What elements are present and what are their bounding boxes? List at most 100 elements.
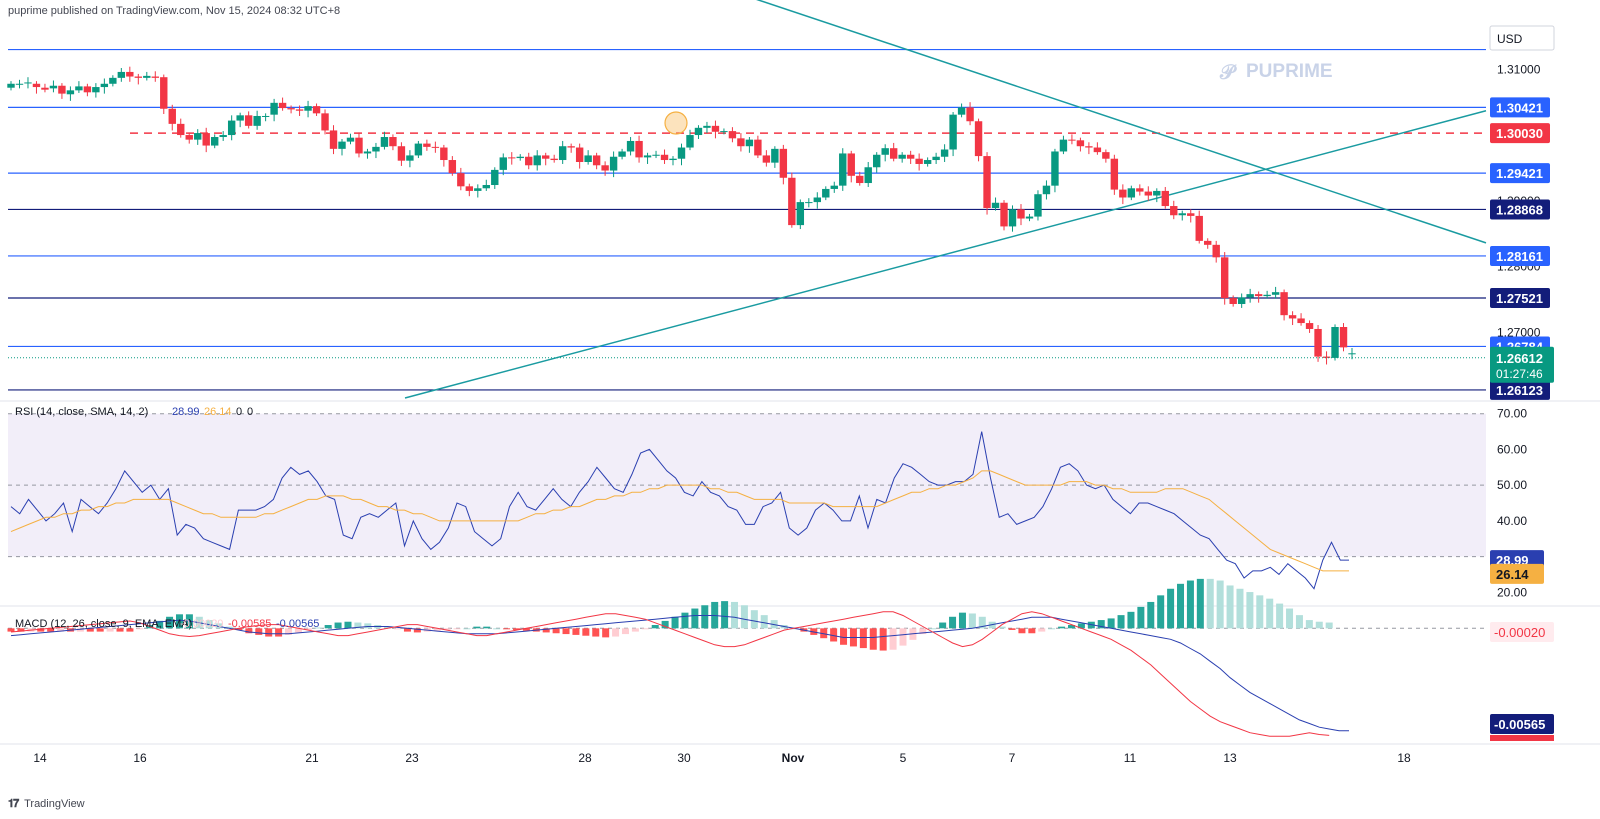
candle-body — [219, 135, 227, 138]
macd-histogram-bar — [86, 628, 94, 632]
footer-brand: TradingView — [24, 798, 85, 810]
rsi-ma-line — [10, 470, 1349, 572]
candle-body — [660, 154, 669, 161]
candle-body — [652, 154, 660, 156]
candle-body — [677, 147, 686, 159]
candle-body — [100, 83, 109, 88]
macd-histogram-bar — [37, 628, 45, 632]
candle-body — [737, 138, 745, 147]
candle-body — [117, 71, 126, 78]
candle-body — [508, 157, 516, 159]
watermark-text: PUPRIME — [1246, 61, 1333, 82]
candle-body — [92, 87, 100, 93]
macd-legend-value: -0.00020 — [180, 618, 223, 630]
macd-histogram-bar — [949, 616, 957, 629]
candle-body — [177, 123, 185, 136]
candle-body — [1187, 213, 1195, 216]
candle-body — [1170, 206, 1178, 216]
macd-signal-tag — [1490, 735, 1554, 741]
candle-body — [1161, 190, 1169, 207]
macd-histogram-bar — [57, 628, 65, 632]
candle-body — [932, 156, 940, 161]
candle-body — [1339, 327, 1348, 348]
candle-body — [1144, 191, 1153, 196]
macd-histogram-bar — [978, 616, 986, 629]
candle-body — [728, 131, 737, 139]
candle-body — [75, 86, 83, 91]
candle-body — [1212, 244, 1220, 258]
candle-body — [745, 139, 754, 147]
macd-histogram-bar — [384, 626, 392, 629]
candle-body — [822, 188, 830, 198]
macd-histogram-bar — [721, 601, 729, 629]
candle-body — [1178, 213, 1186, 216]
macd-histogram-bar — [463, 628, 471, 630]
level-price-label: 1.28868 — [1496, 202, 1543, 217]
candle-body — [1034, 194, 1042, 217]
macd-histogram-bar — [1276, 603, 1284, 629]
macd-histogram-bar — [324, 625, 332, 629]
macd-histogram-bar — [443, 628, 451, 630]
candle-body — [406, 155, 414, 161]
candle-body — [346, 137, 355, 142]
candle-body — [1059, 139, 1068, 152]
candle-body — [609, 156, 618, 171]
macd-histogram-bar — [592, 628, 600, 637]
candle-body — [423, 143, 431, 147]
macd-histogram-bar — [126, 628, 134, 632]
candle-body — [983, 156, 991, 209]
macd-histogram-bar — [1028, 628, 1036, 634]
macd-histogram-bar — [641, 628, 649, 630]
macd-histogram-bar — [621, 628, 629, 635]
candle-body — [321, 113, 329, 131]
macd-histogram-bar — [968, 613, 976, 629]
macd-histogram-bar — [285, 628, 293, 635]
time-axis: 14 16 21 23 28 30 Nov 5 7 11 13 18 — [33, 751, 1411, 765]
candle-body — [533, 155, 541, 166]
candle-body — [1127, 188, 1136, 198]
macd-histogram-bar — [522, 628, 530, 631]
macd-histogram-bar — [929, 628, 937, 630]
candle-body — [643, 155, 652, 158]
macd-histogram-bar — [1107, 618, 1115, 629]
rsi-legend-value: 26.14 — [204, 406, 232, 418]
macd-hist-label: -0.00020 — [1494, 625, 1545, 640]
publisher-header: puprime published on TradingView.com, No… — [8, 5, 341, 17]
candle-body — [1195, 215, 1203, 241]
candle-body — [525, 156, 533, 166]
macd-hist-tag — [1490, 621, 1554, 642]
macd-histogram-bar — [334, 622, 342, 629]
candle-body — [1280, 292, 1288, 316]
macd-histogram-bar — [175, 614, 183, 629]
candle-body — [457, 173, 465, 187]
macd-line — [10, 615, 1349, 732]
macd-histogram-bar — [1177, 583, 1185, 629]
candle-body — [83, 86, 92, 93]
macd-histogram-bar — [1167, 588, 1175, 629]
candle-body — [312, 106, 321, 114]
macd-histogram-bar — [1058, 626, 1066, 629]
macd-histogram-bar — [354, 622, 362, 629]
candle-body — [66, 90, 75, 95]
macd-histogram-bar — [582, 628, 590, 636]
macd-histogram-bar — [116, 628, 124, 632]
rsi-legend-value: 28.99 — [172, 406, 200, 418]
rsi-tick-label: 40.00 — [1497, 514, 1527, 528]
candle-body — [847, 153, 855, 176]
candle-body — [414, 143, 423, 156]
candle-body — [626, 140, 635, 152]
candle-body — [974, 121, 983, 157]
candle-body — [601, 165, 609, 171]
time-tick-label: 16 — [133, 751, 147, 765]
candle-body — [966, 107, 974, 122]
candle-body — [1051, 151, 1059, 186]
time-tick-label: 5 — [900, 751, 907, 765]
candle-body — [304, 106, 312, 111]
candle-body — [194, 133, 202, 140]
candle-body — [160, 77, 168, 109]
macd-histogram-bar — [265, 628, 273, 637]
candle-body — [873, 154, 881, 168]
candle-body — [906, 154, 915, 159]
candle-body — [1025, 216, 1034, 219]
